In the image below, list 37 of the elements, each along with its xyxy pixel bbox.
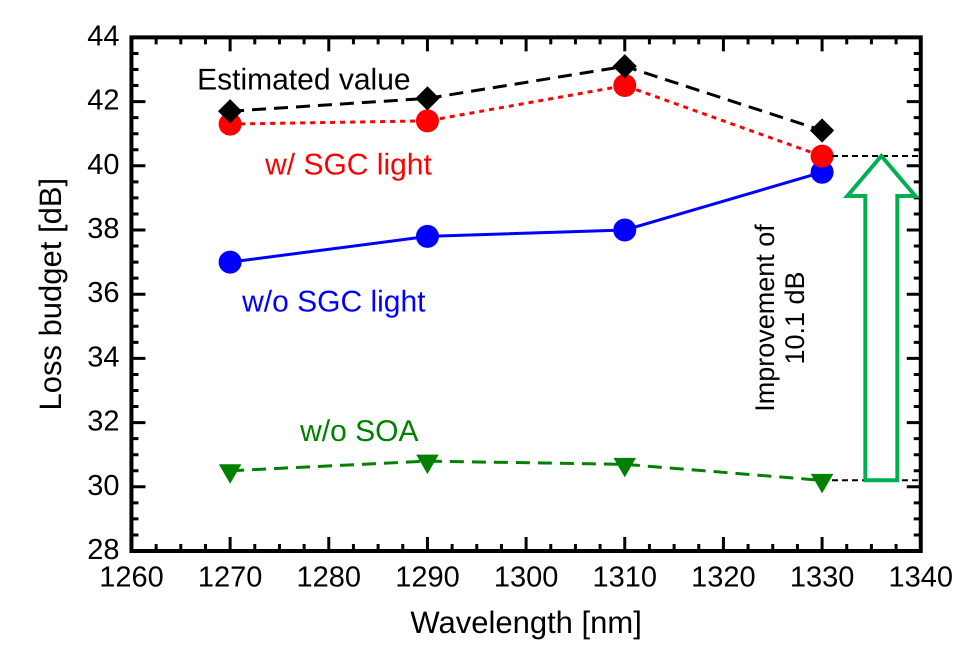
point	[218, 100, 242, 123]
point	[220, 464, 240, 482]
x-tick-label: 1310	[592, 561, 658, 594]
y-tick-label: 34	[87, 341, 120, 374]
y-tick-label: 40	[87, 148, 120, 181]
point	[613, 74, 636, 98]
point	[810, 118, 834, 142]
y-tick-label: 44	[87, 20, 120, 52]
x-tick-label: 1340	[888, 561, 953, 594]
y-tick-label: 36	[87, 277, 120, 310]
point	[614, 458, 635, 476]
point	[613, 54, 636, 78]
x-axis-title: Wavelength [nm]	[410, 604, 642, 640]
point	[218, 250, 242, 274]
x-tick-label: 1320	[691, 561, 756, 594]
x-tick-label: 1290	[395, 561, 460, 594]
series-label: w/o SGC light	[241, 285, 426, 318]
y-tick-label: 38	[87, 213, 120, 245]
point	[416, 86, 439, 110]
y-tick-label: 42	[87, 84, 120, 117]
series-label: w/ SGC light	[264, 148, 432, 182]
series-label: w/o SOA	[299, 415, 418, 448]
y-tick-label: 32	[87, 406, 120, 438]
point	[417, 454, 438, 473]
point	[416, 109, 439, 132]
x-tick-label: 1280	[296, 561, 362, 594]
point	[810, 144, 834, 168]
y-axis-title: Loss budget [dB]	[33, 178, 68, 411]
point	[416, 224, 439, 248]
legend-label: Estimated value	[197, 63, 411, 96]
y-tick-label: 30	[87, 470, 120, 502]
point	[613, 218, 636, 242]
point	[812, 474, 832, 492]
annotation: Improvement of 10.1 dB	[750, 224, 810, 412]
x-tick-label: 1330	[790, 561, 854, 594]
x-tick-label: 1270	[198, 561, 262, 594]
x-tick-label: 1300	[494, 561, 558, 594]
